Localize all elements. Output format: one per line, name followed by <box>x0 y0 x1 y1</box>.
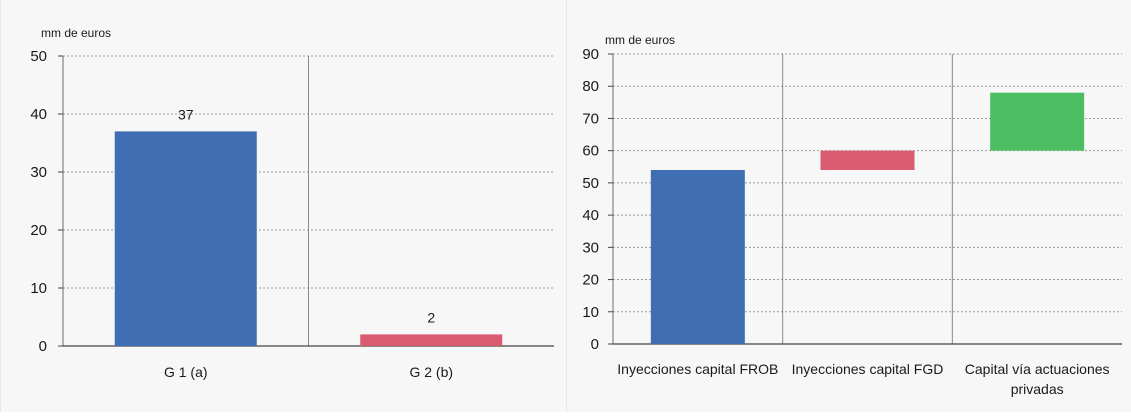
y-tick-label: 40 <box>582 207 599 224</box>
y-tick-label: 30 <box>582 239 599 256</box>
right-x-axis: Inyecciones capital FROB Inyecciones capi… <box>617 361 1109 397</box>
y-tick-label: 40 <box>30 106 47 123</box>
y-tick-label: 50 <box>582 175 599 192</box>
right-y-axis: 0 10 20 30 40 50 60 70 80 90 <box>582 46 613 353</box>
y-tick-label: 20 <box>30 222 47 239</box>
y-tick-label: 30 <box>30 164 47 181</box>
bar <box>360 334 503 346</box>
y-tick-label: 10 <box>582 304 599 321</box>
y-tick-label: 20 <box>582 272 599 289</box>
left-y-axis: 0 10 20 30 40 50 <box>30 48 63 355</box>
y-tick-label: 80 <box>582 78 599 95</box>
x-tick-label: G 1 (a) <box>164 364 208 380</box>
x-tick-label: Capital vía actuaciones privadas <box>965 361 1110 397</box>
y-tick-label: 0 <box>39 338 47 355</box>
left-unit-label: mm de euros <box>41 26 111 40</box>
left-chart-panel: 0 10 20 30 40 50 mm de euros 37 2 G 1 (a) G 2 (… <box>0 0 566 412</box>
bar <box>820 150 915 170</box>
left-data-labels: 37 2 <box>178 106 435 325</box>
x-tick-label: Inyecciones capital FGD <box>792 361 944 377</box>
x-tick-label: Inyecciones capital FROB <box>617 361 778 377</box>
bar-chart-left: 0 10 20 30 40 50 mm de euros 37 2 G 1 (a) G 2 (… <box>30 26 554 380</box>
left-x-axis: G 1 (a) G 2 (b) <box>164 364 453 380</box>
right-chart-panel: 0 10 20 30 40 50 60 70 80 90 mm de euros Inyeccio… <box>566 0 1131 412</box>
left-bars <box>114 131 503 346</box>
y-tick-label: 60 <box>582 143 599 160</box>
right-unit-label: mm de euros <box>605 33 675 47</box>
data-label: 2 <box>427 309 435 325</box>
y-tick-label: 50 <box>30 48 47 65</box>
bar <box>990 92 1085 151</box>
data-label: 37 <box>178 106 194 122</box>
bar <box>650 170 745 344</box>
bar <box>114 131 257 346</box>
right-bars <box>650 92 1085 344</box>
y-tick-label: 90 <box>582 46 599 63</box>
y-tick-label: 0 <box>591 336 599 353</box>
y-tick-label: 10 <box>30 280 47 297</box>
y-tick-label: 70 <box>582 110 599 127</box>
waterfall-chart-right: 0 10 20 30 40 50 60 70 80 90 mm de euros Inyeccio… <box>582 33 1122 397</box>
x-tick-label: G 2 (b) <box>409 364 453 380</box>
